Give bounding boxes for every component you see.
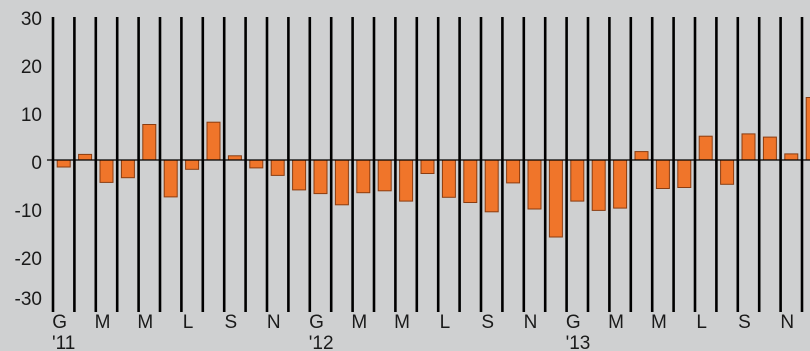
bar-33	[741, 133, 756, 161]
bar-4	[120, 159, 135, 179]
y-tick-label-neg20: -20	[15, 249, 42, 270]
x-tick-label-7: L	[183, 312, 194, 333]
bar-22	[506, 159, 521, 184]
x-tick-label-1: G	[52, 312, 67, 333]
x-tick-label-3: M	[95, 312, 111, 333]
bar-21	[484, 159, 499, 213]
bar-5	[142, 124, 157, 161]
bar-15	[356, 159, 371, 194]
month-dividers	[51, 17, 804, 312]
x-tick-label-23: N	[524, 312, 538, 333]
bar-6	[163, 159, 178, 198]
x-tick-label-31: L	[696, 312, 707, 333]
x-tick-label-5: M	[137, 312, 153, 333]
bar-26	[591, 159, 606, 211]
y-tick-label-20: 20	[21, 57, 42, 78]
x-year-label-25: '13	[566, 333, 591, 351]
bar-10	[249, 159, 264, 169]
y-tick-label-30: 30	[21, 9, 42, 30]
bar-2	[78, 153, 93, 161]
x-tick-label-27: M	[608, 312, 624, 333]
x-tick-label-35: N	[780, 312, 794, 333]
bar-20	[463, 159, 478, 203]
bar-7	[185, 159, 200, 170]
bar-11	[270, 159, 285, 176]
x-tick-label-33: S	[738, 312, 751, 333]
x-year-label-1: '11	[52, 333, 75, 351]
bar-25	[570, 159, 585, 202]
bar-23	[527, 159, 542, 210]
bars	[56, 97, 810, 238]
bar-14	[334, 159, 349, 206]
bar-3	[99, 159, 114, 183]
bar-9	[227, 155, 242, 161]
x-tick-label-19: L	[440, 312, 451, 333]
x-tick-label-11: N	[267, 312, 281, 333]
bar-30	[677, 159, 692, 188]
y-tick-label-neg30: -30	[15, 289, 42, 310]
x-year-label-13: '12	[309, 333, 334, 351]
y-tick-label-neg10: -10	[15, 201, 42, 222]
bar-29	[655, 159, 670, 189]
bar-17	[399, 159, 414, 202]
y-tick-label-10: 10	[21, 105, 42, 126]
bar-27	[613, 159, 628, 209]
bar-35	[784, 153, 799, 161]
bar-24	[548, 159, 563, 238]
bar-32	[720, 159, 735, 185]
bar-18	[420, 159, 435, 174]
bar-16	[377, 159, 392, 192]
bar-1	[56, 159, 71, 168]
bar-19	[441, 159, 456, 198]
bar-31	[698, 135, 713, 161]
bar-13	[313, 159, 328, 195]
bar-12	[292, 159, 307, 191]
y-tick-label-0: 0	[31, 153, 42, 174]
bar-8	[206, 121, 221, 161]
y-axis: 30 20 10 0 -10 -20 -30	[15, 9, 42, 310]
x-tick-label-29: M	[651, 312, 667, 333]
x-tick-label-13: G	[309, 312, 324, 333]
bar-36	[805, 97, 810, 161]
x-axis-labels: G M M L S N G M M L S N G M M L S N '11 '12 '13	[52, 312, 794, 351]
x-tick-label-9: S	[225, 312, 238, 333]
bar-28	[634, 151, 649, 161]
x-tick-label-21: S	[481, 312, 494, 333]
bar-34	[762, 136, 777, 161]
x-tick-label-17: M	[394, 312, 410, 333]
x-tick-label-15: M	[351, 312, 367, 333]
x-tick-label-25: G	[566, 312, 581, 333]
